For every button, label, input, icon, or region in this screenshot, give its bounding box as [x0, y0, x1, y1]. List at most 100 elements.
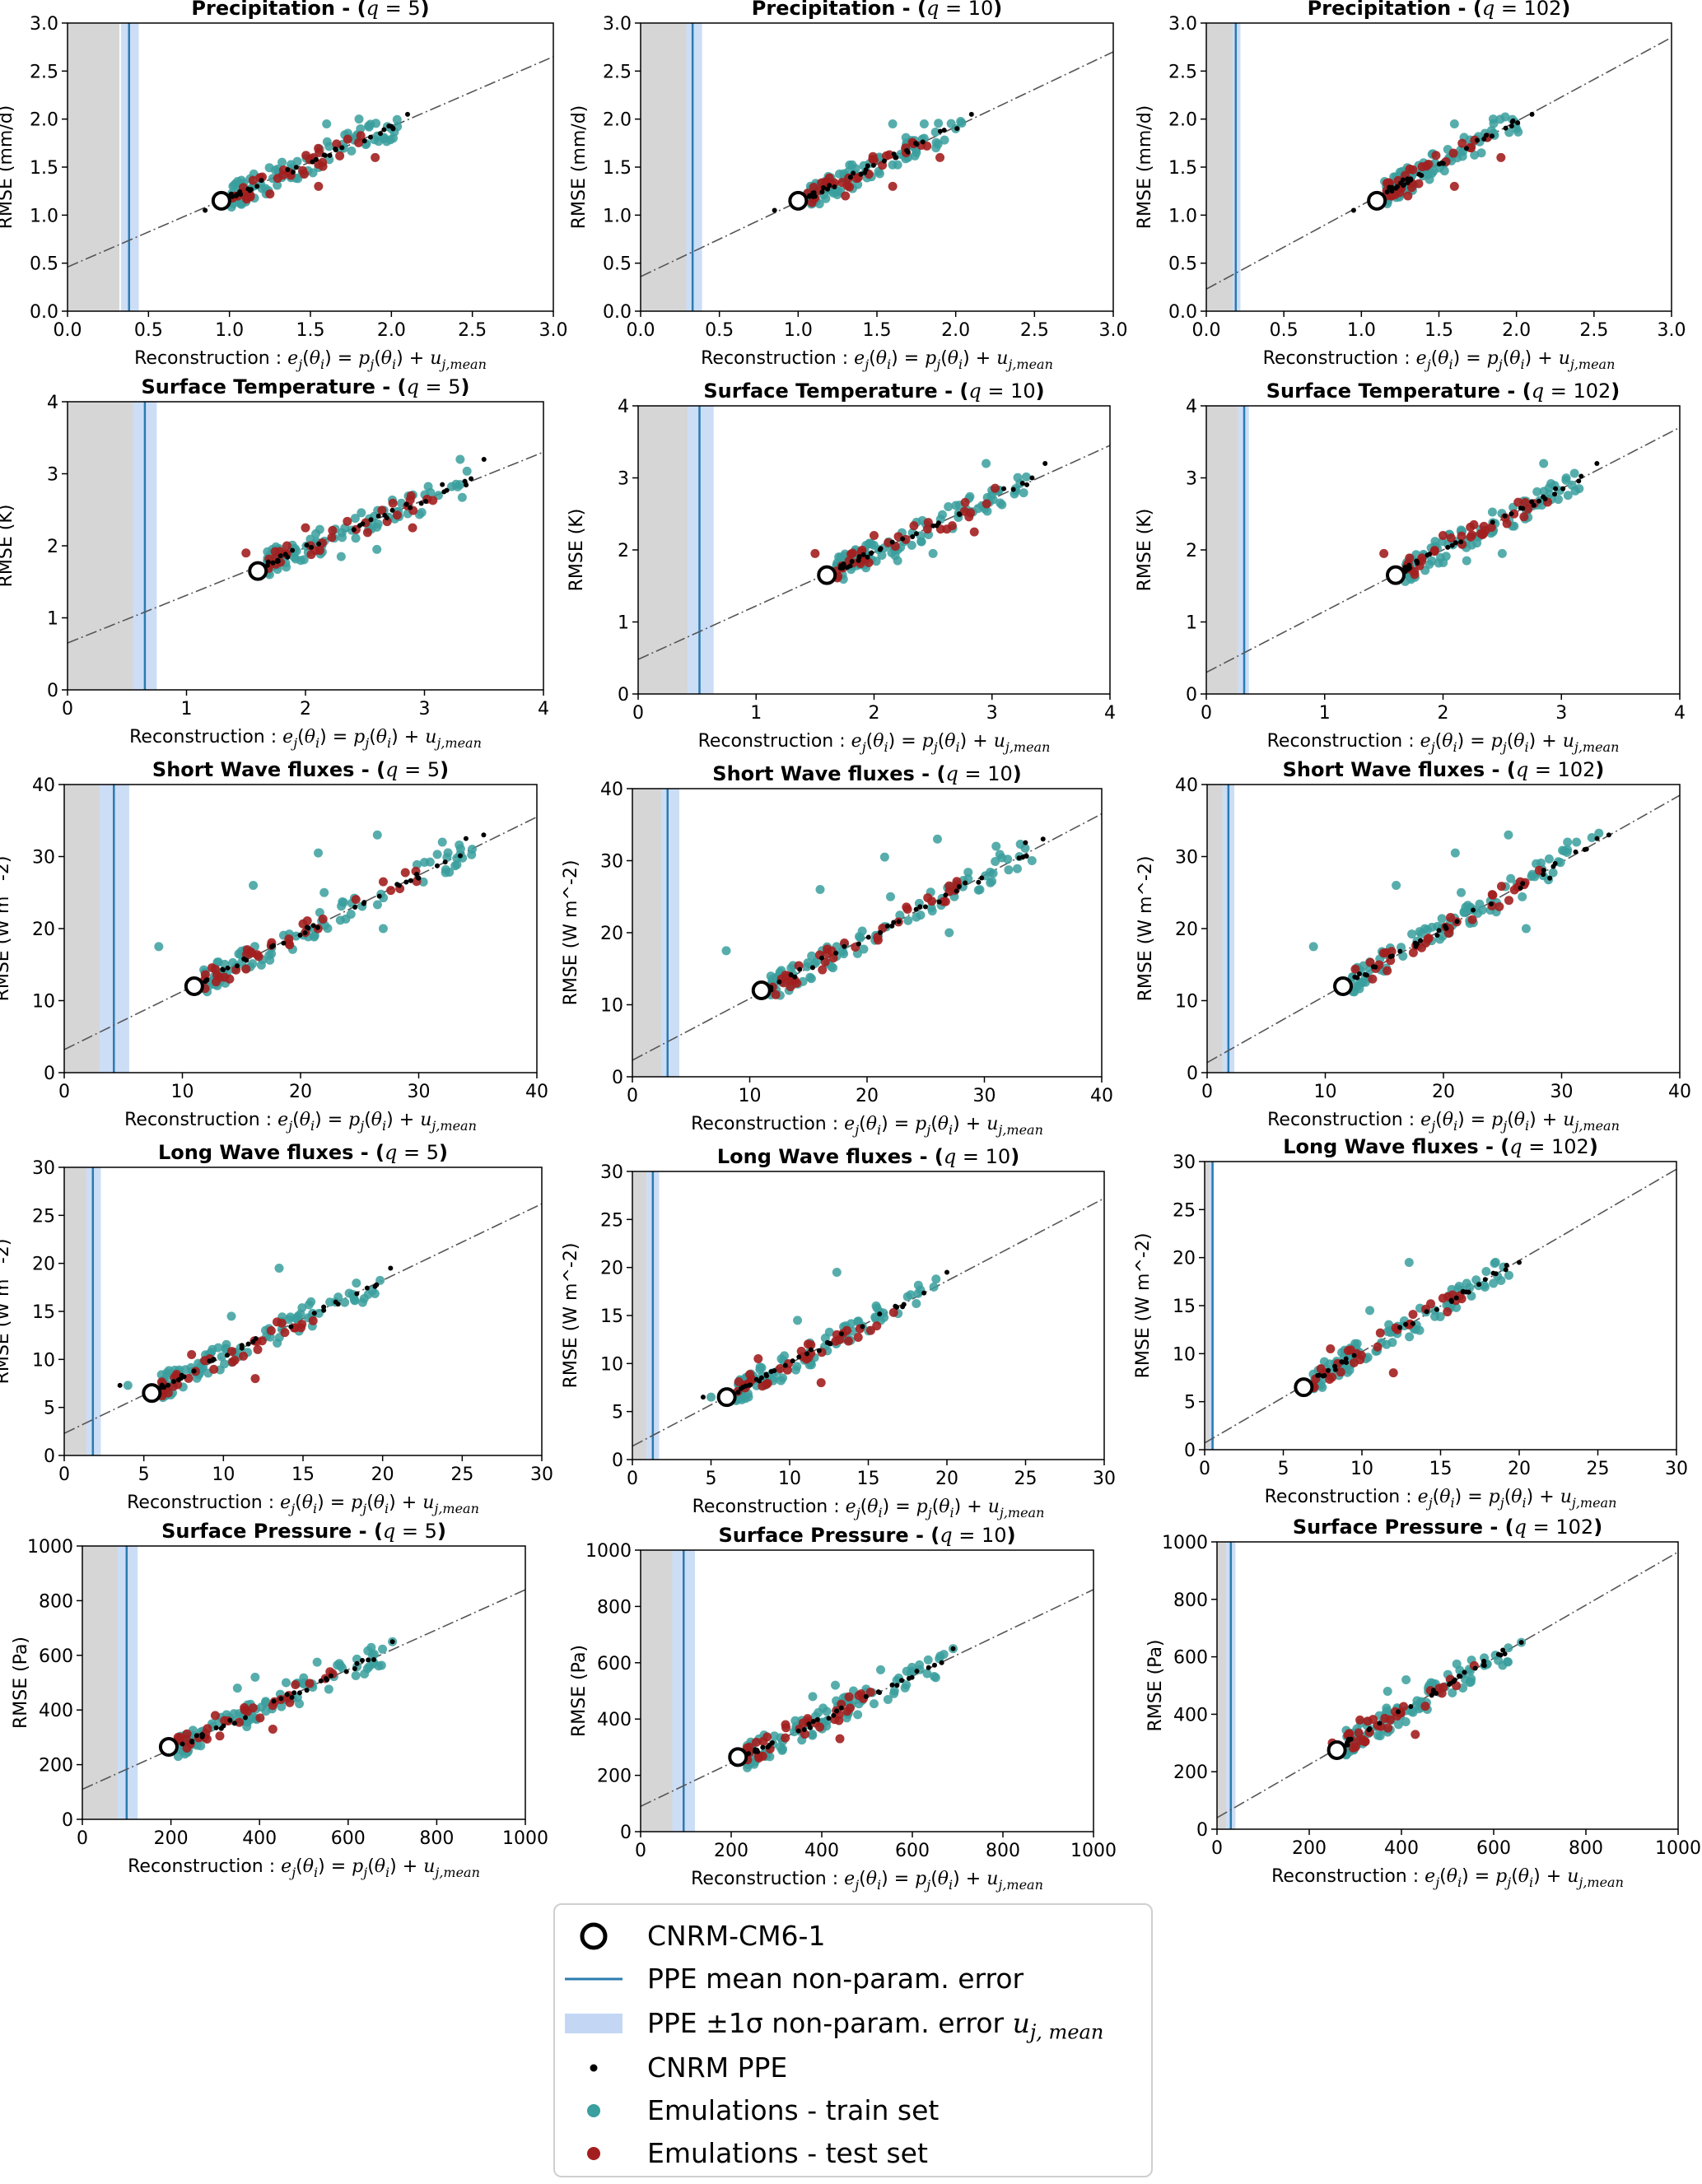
x-axis-label: Reconstruction : ej(θi) = pj(θi) + uj,me…: [128, 1856, 480, 1880]
ppe-point: [189, 1739, 195, 1745]
ppe-point: [956, 884, 962, 890]
y-tick-label: 400: [1173, 1705, 1208, 1725]
ppe-point: [1344, 1360, 1350, 1366]
panel-title: Short Wave fluxes - (q = 102): [1283, 758, 1605, 781]
ppe-point: [816, 1348, 822, 1353]
gray-band: [68, 23, 119, 311]
train-point: [907, 540, 916, 550]
ppe-point: [297, 933, 303, 938]
train-point: [793, 1316, 803, 1325]
test-point: [809, 183, 818, 193]
ppe-point: [388, 1265, 394, 1271]
train-point: [883, 1694, 893, 1704]
test-point: [241, 548, 251, 558]
gray-band: [641, 1550, 673, 1832]
test-point: [332, 139, 342, 149]
x-tick-label: 4: [1104, 703, 1116, 724]
test-point: [297, 1320, 307, 1329]
train-point: [721, 946, 731, 956]
train-point: [807, 951, 817, 961]
cnrm-point: [1367, 190, 1387, 211]
ppe-point: [1449, 543, 1455, 548]
test-point: [1494, 901, 1504, 911]
y-tick-label: 0: [47, 681, 58, 701]
train-point: [1476, 148, 1486, 158]
test-point: [1477, 529, 1487, 539]
test-point: [1414, 179, 1424, 189]
x-tick-label: 30: [1550, 1082, 1574, 1102]
train-point: [351, 1670, 361, 1680]
train-marker-icon: [587, 2104, 600, 2117]
train-point: [299, 1673, 309, 1683]
y-tick-label: 20: [1173, 1249, 1196, 1269]
ppe-point: [914, 1669, 920, 1674]
gray-band: [641, 23, 687, 311]
ppe-point: [1541, 868, 1546, 873]
test-point: [315, 546, 324, 555]
train-point: [1415, 927, 1425, 937]
ppe-point: [1010, 487, 1016, 492]
ppe-point: [1345, 1736, 1351, 1742]
train-point: [441, 864, 450, 874]
cnrm-point: [1327, 1740, 1347, 1761]
test-point: [1383, 1723, 1393, 1733]
train-point: [991, 856, 1000, 866]
ppe-point: [180, 1741, 185, 1747]
x-tick-label: 1: [750, 703, 762, 724]
test-point: [1408, 1310, 1418, 1320]
ppe-point: [858, 171, 864, 177]
ppe-point: [296, 1690, 302, 1696]
test-point: [884, 538, 893, 547]
test-point: [845, 182, 855, 192]
ppe-point: [1490, 519, 1495, 525]
train-point: [1412, 1696, 1422, 1706]
ppe-point: [922, 904, 928, 910]
ppe-point: [1541, 494, 1546, 500]
gray-band: [632, 1171, 647, 1460]
train-point: [1504, 1270, 1513, 1280]
panel-15: 0 200 400 600 800 1000 0 200 400 600 800 1000 Surfac…: [1145, 1516, 1701, 1890]
ppe-point: [469, 476, 474, 482]
y-tick-label: 1.5: [603, 158, 632, 179]
x-tick-label: 400: [804, 1841, 839, 1861]
x-tick-label: 3: [1555, 703, 1567, 724]
x-tick-label: 1.0: [215, 320, 244, 341]
ppe-point: [351, 527, 357, 533]
train-point: [1465, 1283, 1475, 1292]
train-point: [935, 1651, 945, 1661]
ppe-point: [333, 1299, 338, 1305]
test-point: [235, 1717, 245, 1727]
ppe-point: [869, 550, 874, 556]
test-point: [377, 505, 387, 515]
plot-frame: [82, 1545, 526, 1820]
ppe-point: [1384, 189, 1390, 195]
train-point: [312, 1657, 322, 1667]
x-tick-label: 20: [1432, 1082, 1455, 1102]
test-point: [298, 165, 308, 175]
train-point: [274, 1264, 284, 1273]
ppe-point: [1355, 975, 1360, 980]
panel-title: Precipitation - (q = 5): [191, 0, 429, 20]
ppe-point: [1454, 919, 1460, 924]
legend-item-test: Emulations - test set: [555, 2132, 1151, 2175]
x-axis-label: Reconstruction : ej(θi) = pj(θi) + uj,me…: [1271, 1866, 1624, 1890]
y-tick-label: 0: [1184, 1441, 1196, 1461]
ppe-point: [403, 501, 409, 507]
test-point: [832, 1329, 842, 1339]
train-point: [1553, 495, 1563, 505]
y-axis-label: RMSE (W m^-2): [1135, 856, 1156, 1002]
ppe-point: [191, 1368, 197, 1374]
y-tick-label: 30: [32, 848, 55, 868]
test-point: [1467, 143, 1476, 153]
ppe-point: [906, 1675, 912, 1681]
x-axis-label: Reconstruction : ej(θi) = pj(θi) + uj,me…: [127, 1492, 479, 1516]
ppe-point: [900, 536, 906, 542]
ppe-point: [278, 1696, 284, 1702]
ppe-point: [285, 167, 291, 173]
ppe-point: [913, 531, 919, 537]
ppe-point: [788, 972, 794, 978]
x-axis-label: Reconstruction : ej(θi) = pj(θi) + uj,me…: [701, 348, 1053, 372]
ppe-point: [434, 863, 440, 868]
ppe-point: [354, 1660, 360, 1666]
train-point: [347, 146, 357, 156]
